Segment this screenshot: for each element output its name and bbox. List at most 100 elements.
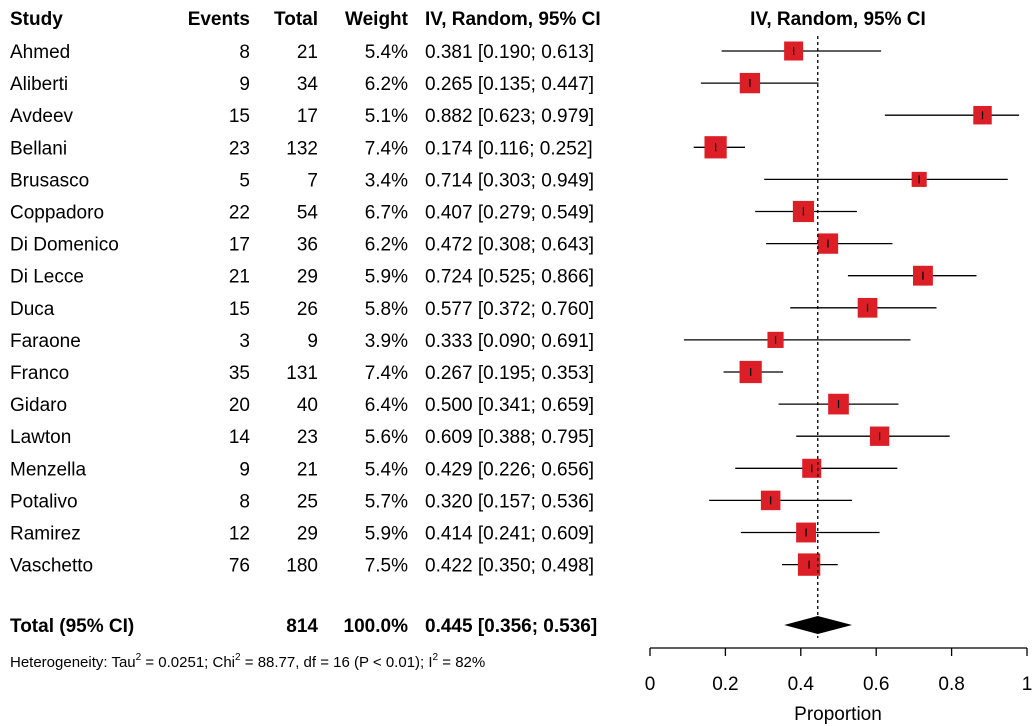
- total-ci-text: 0.445 [0.356; 0.536]: [425, 616, 597, 637]
- x-axis: 0 0.2 0.4 0.6 0.8 1: [645, 647, 1033, 695]
- header-total: Total: [274, 9, 318, 30]
- total-weight: 100.0%: [344, 616, 409, 637]
- study-name: Vaschetto: [10, 556, 93, 577]
- study-total: 40: [297, 395, 318, 416]
- study-weight: 5.8%: [365, 299, 408, 320]
- header-plot-title: IV, Random, 95% CI: [750, 9, 926, 30]
- study-ci-text: 0.407 [0.279; 0.549]: [425, 203, 594, 224]
- x-tick-label: 0.8: [938, 674, 964, 695]
- study-events: 3: [239, 331, 250, 352]
- x-tick-label: 0: [645, 674, 656, 695]
- study-events: 14: [229, 427, 251, 448]
- summary-diamond: [784, 616, 853, 634]
- study-total: 21: [297, 42, 318, 63]
- study-weight: 7.5%: [365, 556, 408, 577]
- study-name: Avdeev: [10, 106, 74, 127]
- study-name: Di Domenico: [10, 235, 119, 256]
- study-ci-text: 0.265 [0.135; 0.447]: [425, 74, 594, 95]
- total-label: Total (95% CI): [10, 616, 134, 637]
- study-ci-text: 0.500 [0.341; 0.659]: [425, 395, 594, 416]
- study-events: 15: [229, 299, 250, 320]
- study-events: 8: [239, 491, 250, 512]
- study-events: 22: [229, 203, 250, 224]
- study-ci-text: 0.714 [0.303; 0.949]: [425, 170, 594, 191]
- x-tick-label: 0.4: [788, 674, 815, 695]
- study-ci-text: 0.577 [0.372; 0.760]: [425, 299, 594, 320]
- study-name: Bellani: [10, 138, 67, 159]
- study-total: 180: [286, 556, 318, 577]
- study-total: 36: [297, 235, 318, 256]
- study-total: 29: [297, 524, 318, 545]
- study-events: 17: [229, 235, 250, 256]
- study-total: 131: [286, 363, 318, 384]
- study-events: 5: [239, 170, 250, 191]
- study-events: 21: [229, 267, 250, 288]
- study-events: 76: [229, 556, 250, 577]
- study-weight: 3.4%: [365, 170, 408, 191]
- study-ci-text: 0.267 [0.195; 0.353]: [425, 363, 594, 384]
- study-total: 7: [307, 170, 318, 191]
- study-name: Brusasco: [10, 170, 89, 191]
- study-name: Coppadoro: [10, 203, 104, 224]
- study-events: 9: [239, 74, 250, 95]
- study-ci-text: 0.724 [0.525; 0.866]: [425, 267, 594, 288]
- study-ci-text: 0.174 [0.116; 0.252]: [425, 138, 593, 159]
- study-weight: 5.1%: [365, 106, 408, 127]
- study-total: 9: [307, 331, 318, 352]
- study-events: 23: [229, 138, 250, 159]
- header-events: Events: [188, 9, 250, 30]
- study-total: 17: [297, 106, 318, 127]
- study-name: Potalivo: [10, 491, 78, 512]
- study-ci-text: 0.609 [0.388; 0.795]: [425, 427, 594, 448]
- x-axis-label: Proportion: [794, 704, 882, 725]
- study-total: 34: [297, 74, 319, 95]
- study-ci-text: 0.414 [0.241; 0.609]: [425, 524, 594, 545]
- header-ci: IV, Random, 95% CI: [425, 9, 601, 30]
- study-events: 15: [229, 106, 250, 127]
- x-tick-label: 1: [1022, 674, 1033, 695]
- study-total: 21: [297, 459, 318, 480]
- study-name: Ramirez: [10, 524, 81, 545]
- study-ci-text: 0.381 [0.190; 0.613]: [425, 42, 594, 63]
- study-total: 29: [297, 267, 318, 288]
- study-weight: 5.6%: [365, 427, 408, 448]
- study-weight: 3.9%: [365, 331, 408, 352]
- study-name: Gidaro: [10, 395, 67, 416]
- total-count: 814: [286, 616, 318, 637]
- study-name: Di Lecce: [10, 267, 84, 288]
- study-name: Lawton: [10, 427, 71, 448]
- study-weight: 6.2%: [365, 74, 408, 95]
- study-name: Franco: [10, 363, 69, 384]
- study-rows: Ahmed 8 21 5.4% 0.381 [0.190; 0.613] Aliberti…: [10, 42, 594, 577]
- study-events: 20: [229, 395, 250, 416]
- study-name: Aliberti: [10, 74, 68, 95]
- study-weight: 7.4%: [365, 138, 408, 159]
- header-study: Study: [10, 9, 63, 30]
- study-events: 35: [229, 363, 250, 384]
- study-weight: 5.9%: [365, 524, 408, 545]
- study-name: Ahmed: [10, 42, 70, 63]
- study-weight: 5.4%: [365, 42, 408, 63]
- x-tick-label: 0.6: [863, 674, 889, 695]
- study-events: 9: [239, 459, 250, 480]
- study-ci-text: 0.320 [0.157; 0.536]: [425, 491, 594, 512]
- study-name: Duca: [10, 299, 55, 320]
- study-ci-text: 0.882 [0.623; 0.979]: [425, 106, 594, 127]
- study-weight: 7.4%: [365, 363, 408, 384]
- study-name: Menzella: [10, 459, 86, 480]
- study-ci-text: 0.472 [0.308; 0.643]: [425, 235, 594, 256]
- heterogeneity-text: Heterogeneity: Tau2 = 0.0251; Chi2 = 88.…: [10, 652, 485, 671]
- study-weight: 6.2%: [365, 235, 408, 256]
- study-total: 25: [297, 491, 318, 512]
- study-weight: 6.7%: [365, 203, 408, 224]
- study-weight: 5.7%: [365, 491, 408, 512]
- study-events: 8: [239, 42, 250, 63]
- study-weight: 5.4%: [365, 459, 408, 480]
- study-total: 26: [297, 299, 318, 320]
- study-weight: 6.4%: [365, 395, 408, 416]
- study-events: 12: [229, 524, 250, 545]
- study-total: 132: [286, 138, 318, 159]
- study-ci-text: 0.333 [0.090; 0.691]: [425, 331, 594, 352]
- study-total: 54: [297, 203, 319, 224]
